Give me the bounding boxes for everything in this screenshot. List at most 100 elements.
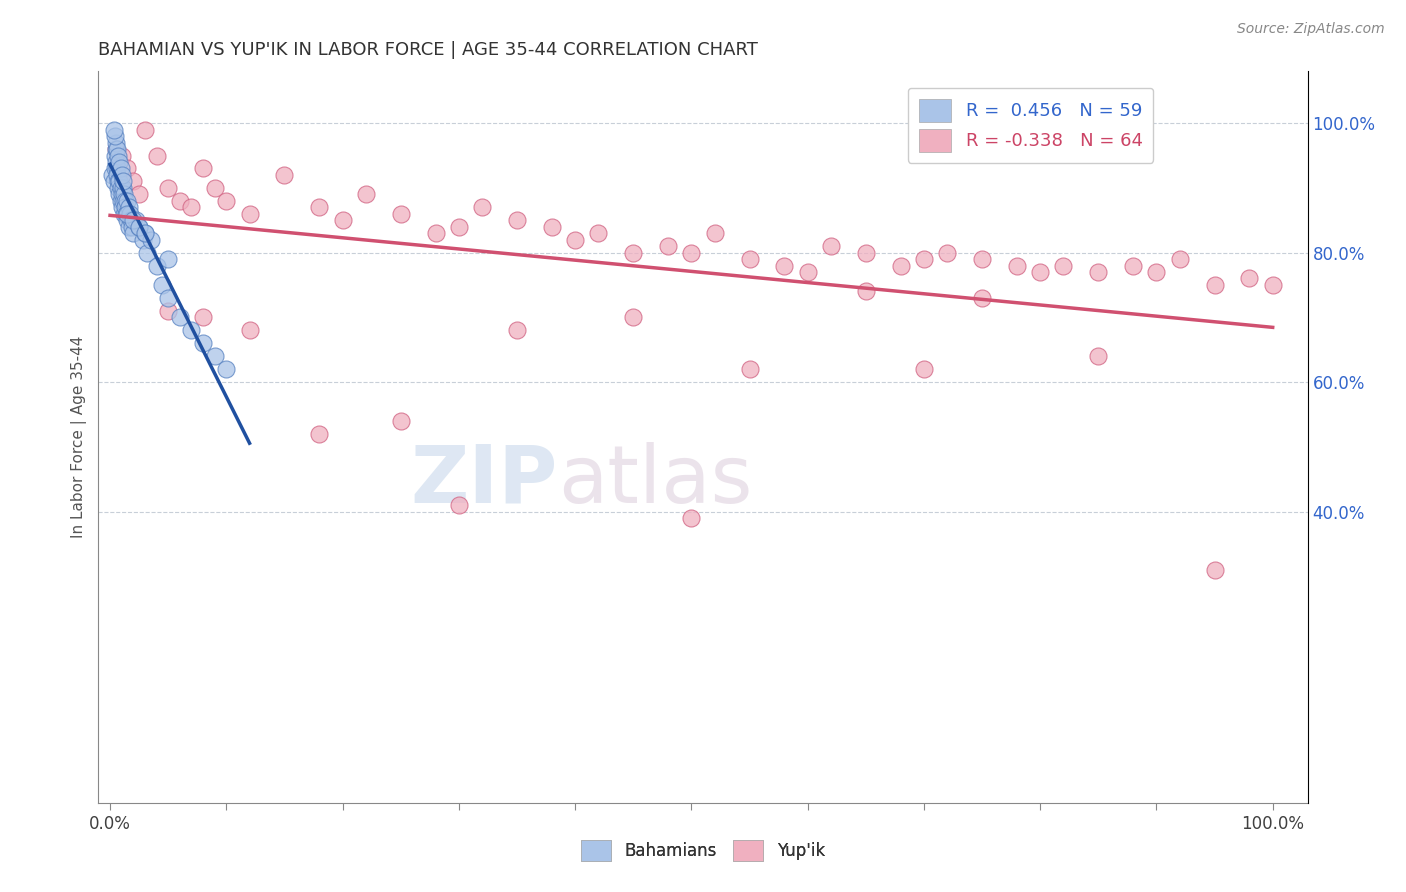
Point	[191, 336, 214, 351]
Point	[506, 213, 529, 227]
Point	[117, 207, 139, 221]
Point	[180, 323, 202, 337]
Point	[145, 259, 167, 273]
Point	[773, 259, 796, 273]
Point	[796, 265, 818, 279]
Point	[239, 207, 262, 221]
Point	[115, 207, 138, 221]
Point	[738, 362, 761, 376]
Point	[308, 200, 330, 214]
Point	[1029, 265, 1052, 279]
Point	[122, 226, 145, 240]
Point	[308, 426, 330, 441]
Point	[117, 213, 139, 227]
Point	[107, 181, 129, 195]
Point	[588, 226, 610, 240]
Point	[114, 200, 136, 214]
Point	[1005, 259, 1028, 273]
Text: Source: ZipAtlas.com: Source: ZipAtlas.com	[1237, 22, 1385, 37]
Point	[124, 213, 146, 227]
Point	[103, 174, 125, 188]
Point	[204, 349, 226, 363]
Point	[118, 219, 141, 234]
Point	[105, 142, 128, 156]
Point	[104, 142, 127, 156]
Point	[1239, 271, 1261, 285]
Point	[1087, 265, 1109, 279]
Point	[107, 148, 129, 162]
Point	[912, 252, 935, 266]
Point	[1087, 349, 1109, 363]
Point	[820, 239, 842, 253]
Point	[139, 233, 162, 247]
Point	[912, 362, 935, 376]
Point	[425, 226, 447, 240]
Point	[110, 194, 132, 208]
Point	[105, 161, 128, 176]
Point	[657, 239, 679, 253]
Point	[128, 187, 150, 202]
Point	[1261, 277, 1284, 292]
Point	[621, 245, 644, 260]
Text: atlas: atlas	[558, 442, 752, 520]
Point	[936, 245, 959, 260]
Point	[104, 161, 127, 176]
Text: BAHAMIAN VS YUP'IK IN LABOR FORCE | AGE 35-44 CORRELATION CHART: BAHAMIAN VS YUP'IK IN LABOR FORCE | AGE …	[98, 41, 758, 59]
Point	[1168, 252, 1191, 266]
Point	[447, 219, 470, 234]
Point	[134, 226, 156, 240]
Point	[101, 168, 124, 182]
Point	[157, 181, 180, 195]
Point	[703, 226, 725, 240]
Point	[134, 122, 156, 136]
Point	[273, 168, 295, 182]
Point	[131, 233, 153, 247]
Point	[890, 259, 912, 273]
Point	[122, 213, 145, 227]
Point	[970, 291, 993, 305]
Point	[1122, 259, 1144, 273]
Point	[111, 187, 134, 202]
Text: ZIP: ZIP	[411, 442, 558, 520]
Point	[145, 148, 167, 162]
Point	[117, 194, 139, 208]
Point	[105, 168, 128, 182]
Point	[1204, 277, 1226, 292]
Point	[204, 181, 226, 195]
Point	[169, 194, 191, 208]
Point	[110, 181, 132, 195]
Point	[191, 161, 214, 176]
Point	[104, 148, 127, 162]
Point	[114, 194, 136, 208]
Point	[471, 200, 494, 214]
Point	[169, 310, 191, 325]
Point	[855, 285, 877, 299]
Point	[134, 226, 156, 240]
Point	[1144, 265, 1167, 279]
Point	[564, 233, 586, 247]
Point	[121, 219, 143, 234]
Point	[157, 252, 180, 266]
Point	[108, 174, 131, 188]
Point	[111, 168, 134, 182]
Point	[128, 219, 150, 234]
Point	[150, 277, 173, 292]
Point	[136, 245, 159, 260]
Point	[111, 200, 134, 214]
Point	[681, 511, 703, 525]
Point	[110, 161, 132, 176]
Point	[215, 362, 238, 376]
Point	[111, 194, 134, 208]
Point	[103, 122, 125, 136]
Point	[1204, 563, 1226, 577]
Point	[128, 219, 150, 234]
Point	[118, 200, 141, 214]
Point	[157, 291, 180, 305]
Point	[738, 252, 761, 266]
Point	[239, 323, 262, 337]
Point	[389, 414, 412, 428]
Point	[111, 174, 134, 188]
Point	[104, 142, 127, 156]
Point	[104, 155, 127, 169]
Point	[111, 148, 134, 162]
